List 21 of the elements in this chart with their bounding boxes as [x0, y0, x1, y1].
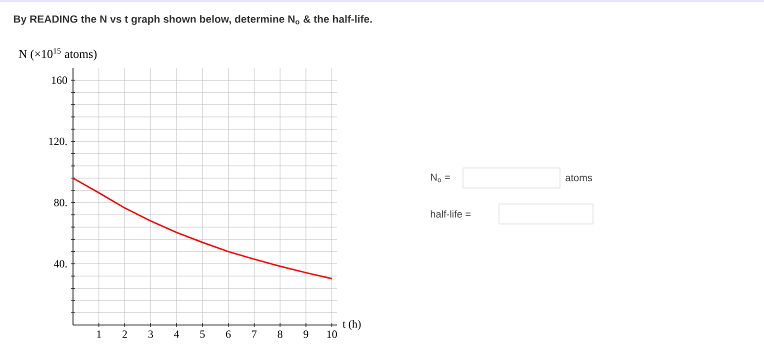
x-tick-label: 10 — [327, 330, 337, 338]
y-tick-label: 120. — [49, 138, 67, 146]
x-axis-title: t (h) — [342, 320, 361, 330]
x-tick-label: 1 — [97, 330, 101, 338]
y-tick-label: 160 — [52, 76, 68, 84]
x-tick-label: 7 — [252, 330, 257, 338]
y-tick-label: 80. — [54, 198, 67, 206]
text: N$_{o}$ = — [431, 174, 450, 182]
x-tick-label: 4 — [174, 330, 180, 338]
x-tick-label: 2 — [122, 330, 127, 338]
x-tick-label: 3 — [148, 330, 153, 338]
text: atoms — [566, 174, 592, 182]
x-tick-label: 6 — [226, 330, 231, 338]
y-tick-label: 40. — [54, 260, 67, 268]
line-series — [72, 177, 333, 280]
text: half-life = — [430, 210, 471, 218]
x-tick-label: 9 — [304, 330, 308, 338]
x-tick-label: 8 — [278, 330, 282, 338]
y-axis-title: N (×10$^{15}$ atoms) — [18, 48, 97, 60]
x-tick-label: 5 — [200, 330, 205, 338]
chart-title: By READING the N vs t graph shown below, determine N$_{o}$ & the half-life. — [14, 15, 372, 25]
